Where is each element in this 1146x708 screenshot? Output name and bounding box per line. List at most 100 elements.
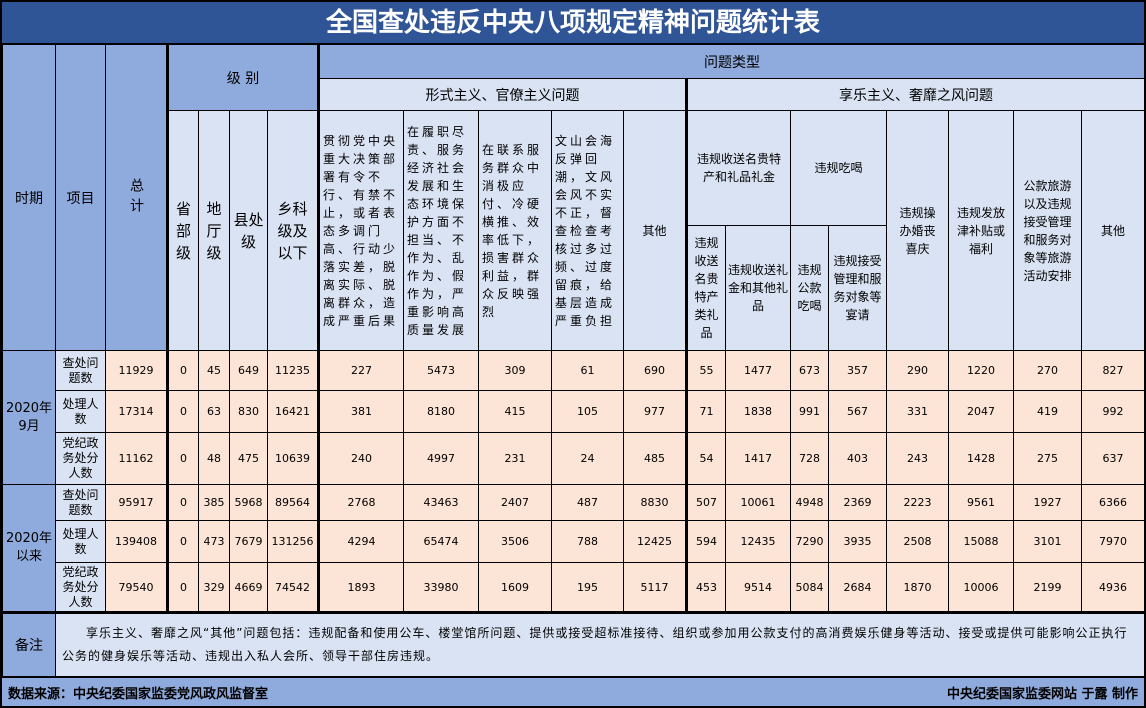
value-cell: 473 <box>198 520 230 563</box>
value-cell: 24 <box>551 432 625 485</box>
value-cell: 1893 <box>317 562 405 613</box>
value-cell: 4936 <box>1081 562 1146 613</box>
header-meal-group: 违规吃喝 <box>790 110 888 226</box>
value-cell: 5084 <box>790 562 830 613</box>
period-cell: 2020年以来 <box>2 484 56 613</box>
value-cell: 71 <box>685 390 727 433</box>
value-cell: 1870 <box>886 562 950 613</box>
item-cell: 处理人数 <box>55 390 106 433</box>
value-cell: 690 <box>623 350 688 391</box>
value-cell: 89564 <box>266 484 320 521</box>
value-cell: 419 <box>1013 390 1083 433</box>
header-hedonism: 享乐主义、奢靡之风问题 <box>685 78 1146 111</box>
data-source: 数据来源：中央纪委国家监委党风政风监督室 <box>8 686 269 702</box>
value-cell: 487 <box>551 484 625 521</box>
value-cell: 3101 <box>1013 520 1083 563</box>
value-cell: 105 <box>551 390 625 433</box>
header-item: 项目 <box>55 44 106 351</box>
value-cell: 8830 <box>623 484 688 521</box>
value-cell: 991 <box>790 390 830 433</box>
value-cell: 63 <box>198 390 230 433</box>
value-cell: 275 <box>1013 432 1083 485</box>
footer: 数据来源：中央纪委国家监委党风政风监督室 中央纪委国家监委网站 于露 制作 <box>2 677 1144 706</box>
table-row: 党纪政务处分人数 79540 0 329 4669 74542 1893 33980 1609 1… <box>3 562 1146 613</box>
page-title: 全国查处违反中央八项规定精神问题统计表 <box>2 2 1144 44</box>
value-cell: 2684 <box>828 562 888 613</box>
value-cell: 381 <box>317 390 405 433</box>
note-label: 备注 <box>2 612 56 677</box>
header-formalism-col: 贯彻党中央重大决策部署有令不行、有禁不止，或者表态多调门高、行动少落实差，脱离实… <box>317 110 405 351</box>
value-cell: 507 <box>685 484 727 521</box>
value-cell: 453 <box>685 562 727 613</box>
header-hedonism-col: 公款旅游以及违规接受管理和服务对象等旅游活动安排 <box>1013 110 1083 351</box>
value-cell: 243 <box>886 432 950 485</box>
value-cell: 0 <box>166 562 199 613</box>
value-cell: 79540 <box>105 562 168 613</box>
item-cell: 处理人数 <box>55 520 106 563</box>
value-cell: 9514 <box>725 562 792 613</box>
value-cell: 331 <box>886 390 950 433</box>
value-cell: 3935 <box>828 520 888 563</box>
value-cell: 290 <box>886 350 950 391</box>
table-row: 2020年9月 查处问题数 11929 0 45 649 11235 227 5473 309 61… <box>2 350 1146 485</box>
value-cell: 5117 <box>623 562 688 613</box>
header-period: 时期 <box>2 44 56 351</box>
value-cell: 7290 <box>790 520 830 563</box>
value-cell: 1417 <box>725 432 792 485</box>
value-cell: 0 <box>166 350 199 391</box>
value-cell: 415 <box>478 390 553 433</box>
value-cell: 0 <box>166 390 199 433</box>
value-cell: 1609 <box>478 562 553 613</box>
value-cell: 74542 <box>266 562 320 613</box>
value-cell: 1838 <box>725 390 792 433</box>
header-level-township: 乡科级及以下 <box>266 110 320 351</box>
value-cell: 4294 <box>317 520 405 563</box>
value-cell: 2199 <box>1013 562 1083 613</box>
value-cell: 5968 <box>229 484 268 521</box>
value-cell: 475 <box>229 432 268 485</box>
value-cell: 0 <box>166 520 199 563</box>
credit: 中央纪委国家监委网站 于露 制作 <box>946 686 1138 702</box>
value-cell: 329 <box>198 562 230 613</box>
value-cell: 10006 <box>948 562 1015 613</box>
table-row: 2020年以来 查处问题数 95917 0 385 5968 89564 2768 43463 2… <box>2 484 1146 613</box>
header-formalism-col: 在履职尽责、服务经济社会发展和生态环境保护方面不担当、不作为、乱作为、假作为，严… <box>403 110 480 351</box>
header-problem-type: 问题类型 <box>317 44 1146 79</box>
value-cell: 12425 <box>623 520 688 563</box>
header-gift-col: 违规收送礼金和其他礼品 <box>725 225 792 351</box>
header-hedonism-col: 违规发放津补贴或福利 <box>948 110 1015 351</box>
value-cell: 673 <box>790 350 830 391</box>
header-meal-col: 违规公款吃喝 <box>790 225 830 351</box>
header-formalism: 形式主义、官僚主义问题 <box>317 78 688 111</box>
value-cell: 0 <box>166 432 199 485</box>
value-cell: 48 <box>198 432 230 485</box>
value-cell: 6366 <box>1081 484 1146 521</box>
header-gift-group: 违规收送名贵特产和礼品礼金 <box>685 110 792 226</box>
note-text: 享乐主义、奢靡之风“其他”问题包括：违规配备和使用公车、楼堂馆所问题、提供或接受… <box>54 612 1146 677</box>
item-cell: 党纪政务处分人数 <box>55 432 106 485</box>
value-cell: 485 <box>623 432 688 485</box>
stats-table: 时期 项目 总计 级 别 问题类型 形式主义、官僚主义问题 享乐主义、奢靡之风问… <box>2 44 1146 677</box>
header-level-province: 省部级 <box>166 110 199 351</box>
table-row: 党纪政务处分人数 11162 0 48 475 10639 240 4997 231 24 485 5… <box>3 432 1146 485</box>
value-cell: 8180 <box>403 390 480 433</box>
value-cell: 309 <box>478 350 553 391</box>
value-cell: 2047 <box>948 390 1015 433</box>
header-hedonism-other: 其他 <box>1081 110 1146 351</box>
value-cell: 5473 <box>403 350 480 391</box>
value-cell: 17314 <box>105 390 168 433</box>
table-row: 处理人数 17314 0 63 830 16421 381 8180 415 105 977 71 18… <box>3 390 1146 433</box>
value-cell: 33980 <box>403 562 480 613</box>
value-cell: 4948 <box>790 484 830 521</box>
value-cell: 2369 <box>828 484 888 521</box>
value-cell: 977 <box>623 390 688 433</box>
value-cell: 827 <box>1081 350 1146 391</box>
item-cell: 查处问题数 <box>55 484 106 521</box>
value-cell: 11162 <box>105 432 168 485</box>
header-total: 总计 <box>105 44 168 351</box>
period-cell: 2020年9月 <box>2 350 56 485</box>
header-hedonism-col: 违规操办婚丧喜庆 <box>886 110 950 351</box>
value-cell: 4997 <box>403 432 480 485</box>
value-cell: 45 <box>198 350 230 391</box>
header-formalism-col: 文山会海反弹回潮，文风会风不实不正，督查检查考核过多过频、过度留痕，给基层造成严… <box>551 110 625 351</box>
